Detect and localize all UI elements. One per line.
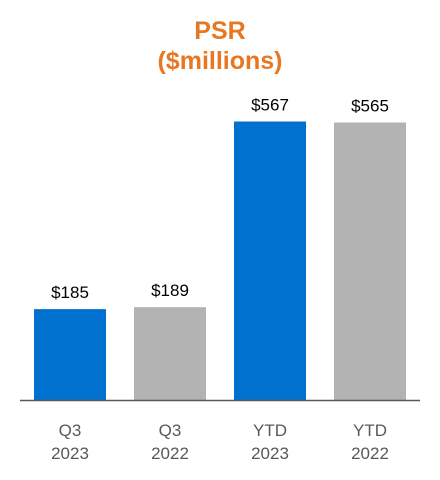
category-label-0-0: Q3 — [59, 421, 82, 440]
chart-subtitle: ($millions) — [157, 47, 283, 75]
bar-1 — [134, 307, 206, 400]
bar-2 — [234, 121, 306, 400]
bar-0 — [34, 309, 106, 400]
bar-3 — [334, 122, 406, 400]
category-label-3-0: YTD — [353, 421, 387, 440]
category-label-3-1: 2022 — [351, 444, 389, 463]
category-label-1-1: 2022 — [151, 444, 189, 463]
category-label-1-0: Q3 — [159, 421, 182, 440]
value-label-3: $565 — [351, 96, 389, 115]
chart-title: PSR — [194, 17, 246, 45]
category-label-2-1: 2023 — [251, 444, 289, 463]
value-label-2: $567 — [251, 96, 289, 115]
value-label-1: $189 — [151, 281, 189, 300]
category-label-0-1: 2023 — [51, 444, 89, 463]
category-label-2-0: YTD — [253, 421, 287, 440]
value-label-0: $185 — [51, 283, 89, 302]
